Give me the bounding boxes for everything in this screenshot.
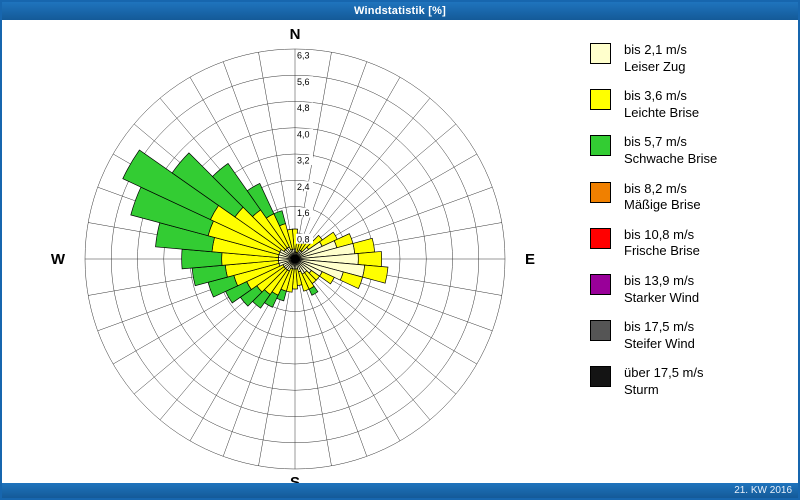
legend-speed: bis 13,9 m/s xyxy=(624,272,695,288)
legend-class-name: Schwache Brise xyxy=(624,151,718,166)
legend-swatch xyxy=(590,320,611,342)
legend-item-5: bis 10,8 m/s Frische Brise xyxy=(590,227,790,273)
axis-tick-label: 5,6 xyxy=(297,77,310,87)
legend-class-name: Sturm xyxy=(624,381,659,397)
wind-rose-petals xyxy=(122,149,389,309)
legend-label: bis 5,7 m/s Schwache Brise xyxy=(624,134,717,167)
axis-label-bg xyxy=(296,155,313,165)
wind-rose-petal xyxy=(357,251,383,267)
legend-swatch xyxy=(590,227,611,249)
grid-spoke xyxy=(294,258,332,466)
legend-label: bis 3,6 m/s Leichte Brise xyxy=(624,88,699,121)
wind-rose-petal xyxy=(122,149,220,221)
grid-spoke xyxy=(294,123,457,260)
wind-rose-petal xyxy=(246,183,275,219)
legend-speed: bis 2,1 m/s xyxy=(624,42,687,57)
compass-label-n: N xyxy=(290,26,301,43)
wind-rose-petal xyxy=(319,271,335,285)
legend-speed: bis 5,7 m/s xyxy=(624,134,687,150)
footer-week-label: 21. KW 2016 xyxy=(734,485,792,496)
legend-label: bis 8,2 m/s Mäßige Brise xyxy=(624,181,701,214)
wind-rose-petal xyxy=(339,271,364,290)
wind-rose-petal xyxy=(212,162,262,218)
grid-spoke xyxy=(294,77,401,260)
grid-spoke xyxy=(294,61,368,260)
window-title: Windstatistik [%] xyxy=(354,5,446,17)
legend-item-2: bis 3,6 m/s Leichte Brise xyxy=(590,88,790,134)
axis-tick-label: 2,4 xyxy=(297,182,310,192)
axis-tick-label: 1,6 xyxy=(297,208,310,218)
legend-swatch xyxy=(590,273,611,295)
legend-swatch xyxy=(590,135,611,157)
compass-label-e: E xyxy=(525,251,535,268)
grid-spoke xyxy=(294,97,431,260)
legend-speed: bis 10,8 m/s xyxy=(624,226,695,242)
axis-label-bg xyxy=(296,233,313,244)
axis-tick-label: 0,8 xyxy=(297,234,310,244)
legend-item-7: bis 17,5 m/s Steifer Wind xyxy=(590,319,790,365)
axis-label-bg xyxy=(296,50,313,60)
wind-rose-petal xyxy=(286,228,295,250)
legend-swatch xyxy=(590,89,611,111)
legend-swatch xyxy=(590,366,611,388)
radial-axis-labels: 6,3 5,6 4,8 4,0 3,2 2,4 1,6 0,8 xyxy=(296,50,313,244)
legend-item-4: bis 8,2 m/s Mäßige Brise xyxy=(590,181,790,227)
legend-speed: bis 17,5 m/s xyxy=(624,319,695,335)
legend-class-name: Starker Wind xyxy=(624,289,700,305)
legend: bis 2,1 m/s Leiser Zug bis 3,6 m/s Leichte … xyxy=(590,42,790,412)
legend-item-1: bis 2,1 m/s Leiser Zug xyxy=(590,42,790,88)
legend-speed: bis 3,6 m/s xyxy=(624,88,687,104)
legend-class-name: Leichte Brise xyxy=(624,104,700,120)
wind-rose-petal xyxy=(352,237,376,255)
window-titlebar: Windstatistik [%] xyxy=(2,2,798,20)
axis-label-bg xyxy=(296,181,313,192)
legend-class-name: Steifer Wind xyxy=(624,335,695,351)
axis-tick-label: 4,0 xyxy=(297,129,310,139)
legend-swatch xyxy=(590,181,611,203)
legend-speed: bis 8,2 m/s xyxy=(624,180,687,196)
grid-spoke xyxy=(258,258,296,466)
legend-class-name: Frische Brise xyxy=(624,243,700,259)
window-footerbar: 21. KW 2016 xyxy=(2,483,798,498)
legend-swatch xyxy=(590,43,611,64)
grid-spoke xyxy=(294,258,431,421)
compass-label-s: S xyxy=(290,474,300,491)
wind-rose-petal xyxy=(308,285,319,296)
legend-item-8: über 17,5 m/s Sturm xyxy=(590,365,790,411)
axis-tick-label: 4,8 xyxy=(297,103,310,113)
grid-spoke xyxy=(294,258,368,457)
legend-class-name: Mäßige Brise xyxy=(624,197,701,213)
legend-speed: über 17,5 m/s xyxy=(624,365,704,381)
axis-label-bg xyxy=(296,207,313,218)
legend-label: bis 13,9 m/s Starker Wind xyxy=(624,273,699,306)
axis-label-bg xyxy=(296,102,313,113)
axis-label-bg xyxy=(296,76,313,87)
legend-label: bis 2,1 m/s Leiser Zug xyxy=(624,42,687,75)
axis-label-bg xyxy=(296,128,313,139)
wind-rose-petal xyxy=(298,270,310,292)
legend-item-3: bis 5,7 m/s Schwache Brise xyxy=(590,134,790,180)
compass-labels: N S W E xyxy=(51,26,535,491)
wind-rose-petal xyxy=(362,264,389,284)
axis-tick-label: 6,3 xyxy=(297,51,310,61)
legend-class-name: Leiser Zug xyxy=(624,58,686,74)
axis-tick-label: 3,2 xyxy=(297,156,310,166)
grid-spoke xyxy=(294,52,332,260)
legend-label: über 17,5 m/s Sturm xyxy=(624,365,704,398)
legend-label: bis 17,5 m/s Steifer Wind xyxy=(624,319,695,352)
grid-spoke xyxy=(258,52,296,260)
legend-item-6: bis 13,9 m/s Starker Wind xyxy=(590,273,790,319)
wind-rose-petal xyxy=(273,210,286,227)
compass-label-w: W xyxy=(51,251,66,268)
grid-spoke xyxy=(294,258,457,395)
legend-label: bis 10,8 m/s Frische Brise xyxy=(624,227,700,260)
wind-rose-petal xyxy=(171,152,244,218)
